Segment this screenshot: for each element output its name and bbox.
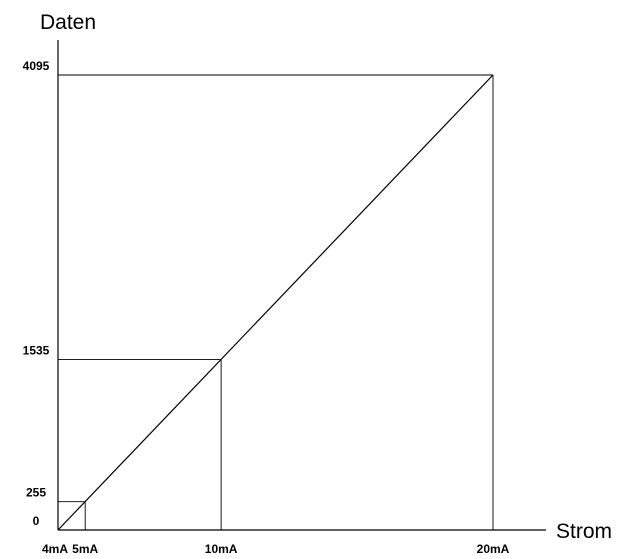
- y-tick-label: 0: [33, 514, 40, 528]
- x-tick-label: 4mA: [42, 542, 68, 556]
- y-tick-labels: 0 255 1535 4095: [23, 59, 50, 528]
- y-tick-label: 255: [26, 486, 46, 500]
- x-tick-label: 20mA: [477, 542, 510, 556]
- series-group: [57, 74, 494, 531]
- axes: [57, 40, 546, 531]
- x-tick-label: 10mA: [205, 542, 238, 556]
- guide-lines: [58, 74, 494, 530]
- series-line-0: [57, 74, 494, 531]
- x-tick-labels: 4mA 5mA 10mA 20mA: [42, 542, 510, 556]
- y-tick-label: 4095: [23, 59, 50, 73]
- x-tick-label: 5mA: [72, 542, 98, 556]
- y-axis-title: Daten: [40, 11, 96, 34]
- x-axis-title: Strom: [556, 520, 612, 543]
- y-tick-label: 1535: [23, 343, 50, 357]
